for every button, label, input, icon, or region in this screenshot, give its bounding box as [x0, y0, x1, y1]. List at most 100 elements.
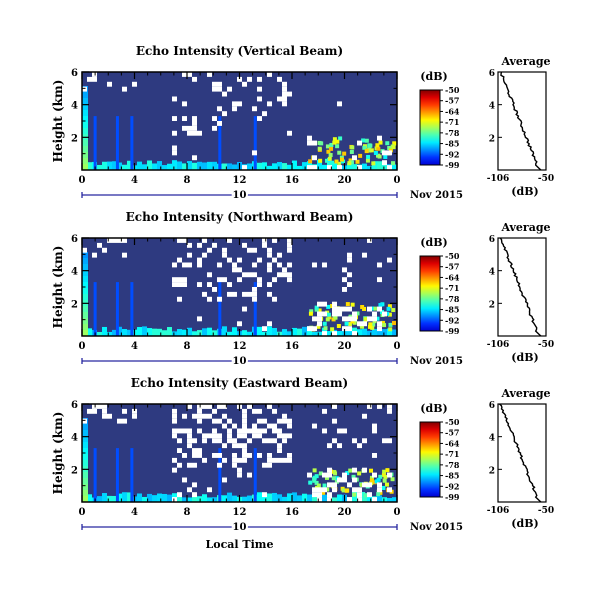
panel-title: Echo Intensity (Eastward Beam) — [131, 376, 348, 390]
x-tick-label: 4 — [131, 341, 138, 352]
missing-cell — [182, 413, 187, 419]
echo-cell — [355, 159, 360, 164]
missing-cell — [277, 443, 282, 449]
echo-cell — [331, 476, 336, 481]
surface-echo-cell — [382, 162, 387, 170]
missing-cell — [232, 106, 237, 112]
average-x-tick-label: -50 — [538, 174, 554, 184]
surface-echo-cell — [212, 497, 217, 502]
missing-cell — [272, 438, 277, 444]
missing-cell — [267, 457, 272, 463]
missing-cell — [287, 130, 292, 136]
missing-cell — [182, 238, 187, 243]
missing-cell — [257, 116, 262, 121]
surface-echo-cell — [322, 164, 327, 170]
missing-cell — [287, 418, 292, 424]
surface-echo-cell — [322, 494, 327, 502]
missing-cell — [197, 262, 202, 268]
missing-cell — [272, 257, 277, 263]
missing-cell — [257, 96, 262, 102]
missing-cell — [242, 428, 247, 434]
echo-cell — [316, 324, 321, 329]
echo-cell — [379, 310, 384, 315]
echo-cell — [382, 469, 387, 474]
echo-cell — [350, 319, 355, 324]
missing-cell — [332, 301, 337, 307]
missing-cell — [192, 155, 197, 161]
missing-cell — [232, 267, 237, 273]
average-title: Average — [500, 55, 550, 68]
colorbar-unit: (dB) — [420, 236, 447, 249]
missing-cell — [202, 438, 207, 444]
missing-cell — [197, 404, 202, 409]
surface-echo-cell — [117, 326, 122, 336]
missing-cell — [267, 462, 272, 468]
missing-cell — [197, 130, 202, 136]
x-tick-label: 0 — [394, 507, 401, 518]
missing-cell — [172, 282, 177, 287]
early-echo-cell — [82, 98, 88, 104]
missing-cell — [272, 277, 277, 283]
missing-cell — [232, 462, 237, 468]
colorbar — [419, 421, 441, 498]
surface-echo-cell — [192, 492, 197, 502]
missing-cell — [357, 487, 362, 493]
surface-echo-cell — [152, 495, 157, 502]
surface-echo-cell — [152, 163, 157, 170]
missing-cell — [177, 296, 182, 302]
missing-cell — [327, 482, 332, 488]
missing-cell — [187, 72, 192, 77]
surface-echo-cell — [187, 497, 192, 502]
missing-cell — [187, 242, 192, 248]
missing-cell — [132, 81, 137, 87]
missing-cell — [312, 423, 317, 429]
missing-cell — [217, 262, 222, 268]
echo-cell — [318, 158, 323, 163]
missing-cell — [172, 145, 177, 151]
missing-cell — [257, 433, 262, 439]
average-y-tick-label: 4 — [489, 434, 495, 444]
surface-echo-cell — [347, 328, 352, 336]
echo-cell — [325, 144, 330, 149]
surface-echo-cell — [262, 331, 267, 336]
missing-cell — [327, 165, 332, 170]
missing-cell — [252, 428, 257, 434]
missing-cell — [282, 457, 287, 463]
missing-cell — [232, 262, 237, 268]
panel-title: Echo Intensity (Northward Beam) — [126, 210, 354, 224]
missing-cell — [237, 321, 242, 327]
missing-cell — [177, 438, 182, 444]
echo-cell — [360, 305, 365, 310]
missing-cell — [192, 492, 197, 498]
missing-cell — [242, 272, 247, 278]
average-profile-line — [498, 403, 542, 503]
missing-cell — [387, 257, 392, 263]
y-tick-label: 2 — [71, 133, 78, 144]
missing-cell — [282, 438, 287, 444]
missing-cell — [252, 262, 257, 268]
missing-cell — [172, 418, 177, 424]
missing-cell — [187, 262, 192, 268]
echo-cell — [368, 324, 373, 329]
echo-cell — [376, 492, 381, 497]
missing-cell — [192, 125, 197, 131]
missing-cell — [347, 482, 352, 488]
early-echo-cell — [82, 306, 88, 312]
early-echo-cell — [82, 472, 88, 478]
early-echo-cell — [82, 270, 88, 276]
surface-echo-cell — [347, 163, 352, 170]
missing-cell — [192, 438, 197, 444]
surface-echo-cell — [332, 497, 337, 502]
missing-cell — [282, 413, 287, 419]
echo-streak — [93, 448, 97, 502]
echo-cell — [376, 146, 381, 151]
missing-cell — [257, 428, 262, 434]
early-echo-cell — [82, 496, 88, 502]
missing-cell — [172, 116, 177, 121]
missing-cell — [187, 252, 192, 258]
missing-cell — [342, 267, 347, 273]
early-echo-cell — [82, 152, 88, 158]
surface-echo-cell — [162, 165, 167, 170]
missing-cell — [377, 482, 382, 488]
surface-echo-cell — [362, 163, 367, 170]
